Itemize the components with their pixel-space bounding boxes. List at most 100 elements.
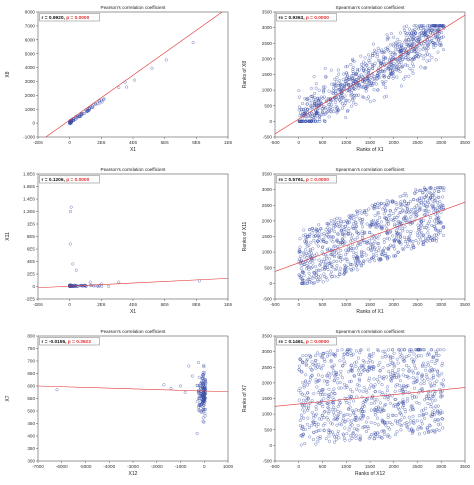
data-point [310,265,314,269]
data-point [429,196,433,200]
data-point [297,364,301,368]
data-point [423,46,427,50]
data-point [397,367,401,371]
data-point [420,422,424,426]
data-point [330,408,334,412]
stat-prefix: r = [42,339,49,345]
data-points [68,205,201,288]
data-point [423,416,427,420]
data-point [202,399,206,403]
data-point [337,240,341,244]
data-point [306,416,310,420]
data-point [347,245,351,249]
data-point [183,390,187,394]
data-point [436,221,440,225]
data-point [331,107,335,111]
data-point [316,373,320,377]
data-point [377,223,381,227]
data-point [327,262,331,266]
x-tick-label: 2000 [389,302,400,307]
data-point [349,351,353,355]
y-tick-label: 600 [27,384,35,389]
data-point [391,348,395,352]
data-point [402,416,406,420]
data-point [430,27,434,31]
data-point [385,33,389,37]
data-point [366,258,370,262]
data-point [413,206,417,210]
data-point [346,353,350,357]
data-point [340,348,344,352]
data-point [204,379,208,383]
data-point [384,423,388,427]
data-point [370,397,374,401]
data-point [410,404,414,408]
data-point [371,365,375,369]
data-point [297,368,301,372]
stat-value: 0.1461 [289,339,304,345]
data-point [437,196,441,200]
data-point [361,364,365,368]
data-point [373,436,377,440]
data-point [310,373,314,377]
panel-title: Pearson's correlation coefficient [101,5,167,10]
x-tick-label: 1E6 [224,140,233,145]
data-point [442,188,446,192]
data-point [303,262,306,266]
x-tick-label: 0 [203,464,206,469]
data-point [310,374,314,378]
data-point [386,434,390,438]
data-point [422,198,426,202]
data-point [392,238,396,242]
data-point [377,75,380,79]
data-point [401,208,405,212]
data-point [428,58,432,62]
data-point [344,116,348,120]
data-point [368,100,372,104]
data-point [369,401,373,405]
p-value: p = 0.0000 [66,15,89,21]
data-point [354,102,358,106]
data-point [401,229,405,233]
data-point [314,234,318,238]
data-point [382,75,386,79]
data-point [419,217,423,221]
data-point [407,353,411,357]
data-point [305,102,309,106]
data-point [339,219,343,223]
x-axis-label: X1 [130,309,136,315]
data-point [372,63,376,67]
data-point [319,99,323,103]
data-point [404,204,408,208]
data-point [308,99,312,103]
data-point [197,394,201,398]
data-point [429,236,433,240]
data-point [324,276,328,280]
data-point [386,421,390,425]
data-point [442,48,445,52]
data-point [329,358,333,362]
data-point [333,268,337,272]
data-point [301,381,305,385]
data-point [303,119,307,123]
data-point [364,209,368,213]
data-point [380,225,384,229]
data-point [297,95,301,99]
data-point [323,253,327,257]
data-point [338,359,342,363]
data-point [305,422,309,426]
data-point [320,389,324,393]
data-point [399,203,403,207]
data-point [409,348,413,352]
data-point [316,240,320,244]
panel-title: Spearman's correlation coefficient [336,5,406,10]
data-point [404,38,408,42]
data-point [434,43,438,47]
data-point [371,367,375,371]
data-point [378,361,382,365]
data-point [338,79,341,83]
data-point [426,221,430,225]
data-point [308,375,312,379]
data-point [304,354,308,358]
data-point [396,68,400,72]
